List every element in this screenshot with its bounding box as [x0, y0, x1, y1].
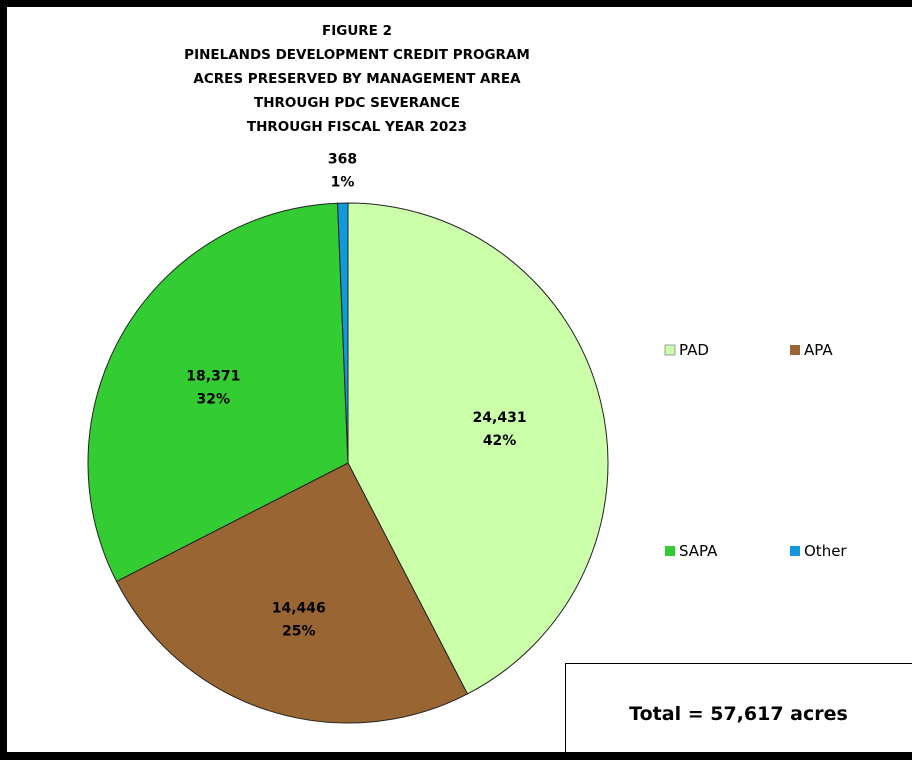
total-text: Total = 57,617 acres [629, 703, 848, 725]
chart-frame: FIGURE 2 PINELANDS DEVELOPMENT CREDIT PR… [7, 7, 912, 752]
slice-value-label-sapa: 18,371 [186, 368, 240, 384]
chart-title: FIGURE 2 PINELANDS DEVELOPMENT CREDIT PR… [7, 19, 707, 139]
pie-slice-pad [347, 202, 609, 695]
slice-percent-label-apa: 25% [282, 623, 316, 639]
legend-label-apa: APA [804, 341, 833, 359]
pie-chart: 24,431 42% 14,446 25% 18,371 32% 368 1% PAD APA SA… [87, 151, 847, 724]
pie-slice-apa [115, 462, 469, 724]
legend-label-sapa: SAPA [679, 542, 718, 560]
slice-percent-label-pad: 42% [483, 433, 517, 449]
slice-value-label-other: 368 [328, 151, 357, 167]
legend-label-other: Other [804, 542, 847, 560]
pie-slice-sapa [87, 202, 349, 583]
legend-swatch-apa [790, 345, 800, 355]
legend-swatch-sapa [665, 546, 675, 556]
title-line-2: PINELANDS DEVELOPMENT CREDIT PROGRAM [184, 47, 530, 63]
title-line-4: THROUGH PDC SEVERANCE [253, 95, 460, 111]
total-box: Total = 57,617 acres [565, 663, 912, 752]
pie-slice-other [337, 202, 349, 464]
title-line-1: FIGURE 2 [322, 23, 392, 39]
slice-percent-label-other: 1% [331, 174, 355, 190]
slice-value-label-pad: 24,431 [473, 410, 527, 426]
legend-swatch-pad [664, 344, 676, 356]
legend-swatch-other [790, 546, 800, 556]
legend-label-pad: PAD [679, 341, 709, 359]
title-line-3: ACRES PRESERVED BY MANAGEMENT AREA [193, 71, 521, 87]
slice-value-label-apa: 14,446 [272, 600, 326, 616]
slice-percent-label-sapa: 32% [197, 391, 231, 407]
title-line-5: THROUGH FISCAL YEAR 2023 [246, 119, 468, 135]
